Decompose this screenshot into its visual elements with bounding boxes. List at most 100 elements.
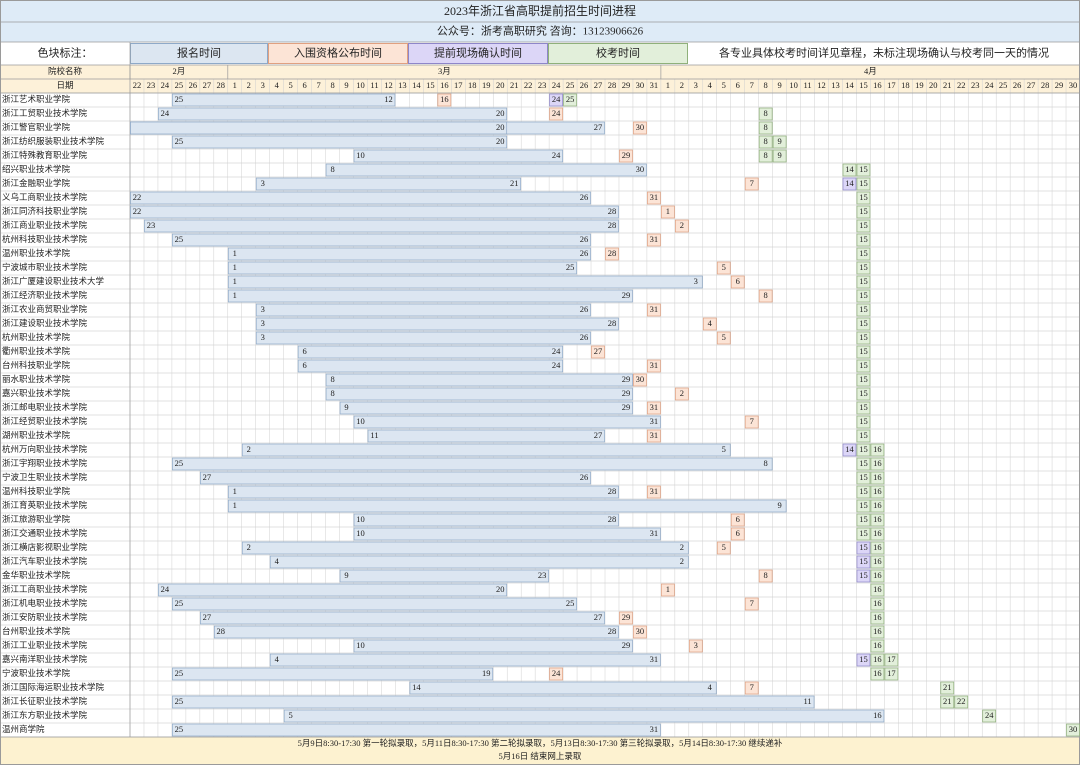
exam-day: 15 <box>859 486 868 496</box>
end-day: 20 <box>496 584 505 594</box>
exam-day: 15 <box>859 192 868 202</box>
shortlist-cell <box>633 121 647 135</box>
exam-cell <box>856 401 871 415</box>
exam-day: 15 <box>859 276 868 286</box>
exam-day: 8 <box>764 108 768 118</box>
start-day: 25 <box>175 458 184 468</box>
shortlist-day: 7 <box>750 416 754 426</box>
registration-bar <box>130 205 619 219</box>
end-day: 16 <box>873 710 882 720</box>
day-label: 27 <box>1027 80 1036 90</box>
exam-day: 25 <box>566 94 575 104</box>
start-day: 1 <box>233 500 237 510</box>
shortlist-day: 31 <box>650 430 659 440</box>
shortlist-day: 30 <box>636 122 645 132</box>
legend-item: 校考时间 <box>596 46 640 60</box>
end-day: 28 <box>608 318 617 328</box>
day-label: 16 <box>873 80 882 90</box>
registration-bar <box>144 219 619 233</box>
day-label: 14 <box>412 80 421 90</box>
exam-cell <box>870 597 885 611</box>
end-day: 27 <box>594 122 603 132</box>
day-label: 22 <box>957 80 966 90</box>
registration-bar <box>200 471 591 485</box>
end-day: 20 <box>496 122 505 132</box>
school-name: 绍兴职业技术学院 <box>2 164 71 174</box>
school-name: 浙江特殊教育职业学院 <box>2 150 88 160</box>
start-day: 1 <box>233 248 237 258</box>
exam-cell <box>982 709 997 723</box>
confirm-cell <box>842 177 857 191</box>
registration-bar <box>367 429 605 443</box>
confirm-day: 15 <box>859 542 868 552</box>
day-label: 24 <box>552 80 561 90</box>
start-day: 11 <box>370 430 378 440</box>
registration-bar <box>353 415 661 429</box>
day-label: 25 <box>566 80 575 90</box>
end-day: 28 <box>608 486 617 496</box>
start-day: 10 <box>356 528 365 538</box>
exam-cell <box>870 443 885 457</box>
shortlist-cell <box>661 583 675 597</box>
confirm-day: 14 <box>845 178 854 188</box>
school-name: 浙江经济职业技术学院 <box>2 290 88 300</box>
shortlist-day: 5 <box>722 542 726 552</box>
shortlist-cell <box>758 569 773 583</box>
day-label: 25 <box>175 80 184 90</box>
end-day: 27 <box>594 430 603 440</box>
start-day: 9 <box>344 570 348 580</box>
school-name: 浙江育英职业技术学院 <box>2 500 88 510</box>
shortlist-day: 28 <box>608 248 617 258</box>
registration-bar <box>172 695 815 709</box>
shortlist-day: 7 <box>750 178 754 188</box>
shortlist-day: 24 <box>552 108 561 118</box>
registration-bar <box>227 275 703 289</box>
day-label: 19 <box>482 80 491 90</box>
registration-bar <box>213 625 619 639</box>
school-name: 浙江工贸职业技术学院 <box>2 108 88 118</box>
registration-bar <box>158 107 508 121</box>
exam-day: 16 <box>873 668 882 678</box>
exam-day: 16 <box>873 570 882 580</box>
start-day: 25 <box>175 94 184 104</box>
month-label: 4月 <box>864 66 877 76</box>
exam-cell <box>758 149 773 163</box>
exam-cell <box>856 345 871 359</box>
start-day: 8 <box>330 388 334 398</box>
shortlist-day: 7 <box>750 682 754 692</box>
start-day: 4 <box>275 556 280 566</box>
shortlist-day: 31 <box>650 360 659 370</box>
start-day: 6 <box>303 346 307 356</box>
school-name: 浙江警官职业学院 <box>2 122 71 132</box>
exam-cell <box>856 443 871 457</box>
day-label: 26 <box>1013 80 1022 90</box>
day-label: 8 <box>330 80 334 90</box>
shortlist-day: 4 <box>708 318 713 328</box>
start-day: 9 <box>344 402 348 412</box>
shortlist-cell <box>647 401 661 415</box>
registration-bar <box>130 121 508 135</box>
start-day: 3 <box>261 332 265 342</box>
legend-label: 色块标注： <box>38 46 93 60</box>
exam-cell <box>870 639 885 653</box>
start-day: 28 <box>217 626 226 636</box>
exam-cell <box>856 373 871 387</box>
exam-day: 16 <box>873 640 882 650</box>
shortlist-day: 29 <box>622 150 631 160</box>
start-day: 3 <box>261 318 265 328</box>
registration-bar <box>325 373 633 387</box>
legend-swatch <box>268 43 408 64</box>
school-name: 杭州职业技术学院 <box>2 332 71 342</box>
end-day: 2 <box>680 542 684 552</box>
exam-day: 15 <box>859 444 868 454</box>
school-name: 浙江邮电职业技术学院 <box>2 402 88 412</box>
day-label: 23 <box>147 80 156 90</box>
school-name: 浙江农业商贸职业学院 <box>2 304 88 314</box>
exam-day: 15 <box>859 458 868 468</box>
end-day: 2 <box>680 556 684 566</box>
day-label: 30 <box>1069 80 1078 90</box>
exam-cell <box>870 499 885 513</box>
day-label: 12 <box>384 80 393 90</box>
registration-bar <box>227 485 619 499</box>
exam-cell <box>870 471 885 485</box>
